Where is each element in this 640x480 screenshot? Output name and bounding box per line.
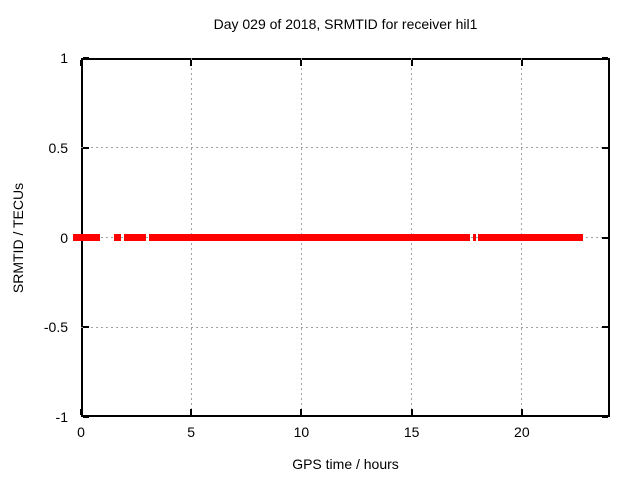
chart-title: Day 029 of 2018, SRMTID for receiver hil… (213, 16, 478, 32)
x-tick (410, 409, 413, 415)
y-tick (83, 416, 89, 418)
x-tick-label: 0 (77, 424, 85, 440)
y-tick-mirror (602, 416, 608, 418)
y-tick-mirror (602, 236, 608, 239)
y-tick (83, 326, 89, 329)
data-segment (148, 234, 471, 241)
data-segment (477, 234, 584, 241)
x-tick (300, 409, 303, 415)
x-tick-label: 20 (514, 424, 530, 440)
y-tick-label: -0.5 (43, 319, 68, 336)
y-grid-line (81, 147, 610, 149)
y-tick-mirror (602, 326, 608, 329)
x-tick-mirror (300, 60, 303, 66)
data-segment (123, 234, 146, 241)
x-tick (520, 409, 523, 415)
x-axis-label: GPS time / hours (292, 456, 399, 472)
x-tick-label: 10 (293, 424, 310, 440)
y-tick-label: 0.5 (48, 139, 68, 156)
y-tick-label: 0 (60, 229, 68, 246)
y-tick-mirror (602, 57, 608, 59)
x-tick-mirror (80, 60, 82, 66)
y-tick-mirror (602, 146, 608, 149)
data-segment (472, 234, 476, 241)
data-segment (73, 234, 100, 241)
y-tick-label: 1 (60, 50, 68, 66)
y-grid-line (81, 326, 610, 328)
data-segment (114, 234, 121, 241)
y-tick (83, 146, 89, 149)
x-tick-mirror (410, 60, 413, 66)
x-tick-mirror (520, 60, 523, 66)
plot-area (73, 57, 610, 418)
x-tick (190, 409, 193, 415)
x-tick-label: 5 (187, 424, 196, 440)
x-tick-label: 15 (403, 424, 420, 440)
y-tick-label: -1 (55, 409, 68, 425)
y-tick (83, 57, 89, 59)
x-tick (80, 409, 82, 415)
x-tick-mirror (190, 60, 193, 66)
